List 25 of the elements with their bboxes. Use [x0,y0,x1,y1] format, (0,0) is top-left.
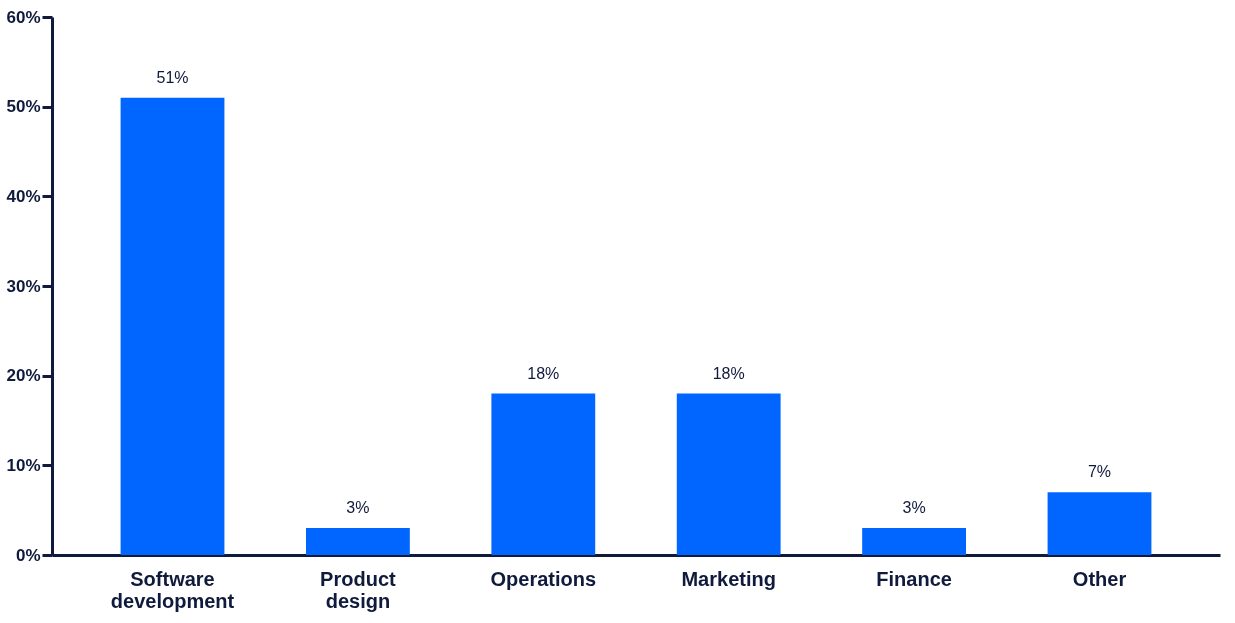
y-tick-label: 40% [6,186,41,206]
x-tick-label: Product design [320,567,397,612]
data-label: 3% [346,499,370,517]
y-tick-label: 10% [6,455,41,475]
y-tick-label: 30% [6,276,41,296]
data-label: 18% [712,364,745,382]
data-label: 7% [1087,463,1112,481]
x-tick-label: Operations [490,567,597,590]
bar [120,97,225,555]
x-tick-label: Marketing [681,567,776,590]
x-tick-label: Software development [110,567,235,612]
bar [676,393,781,555]
y-tick-label: 50% [6,97,41,117]
y-tick-label: 60% [6,7,41,27]
data-label: 3% [902,499,926,517]
bar [491,393,596,555]
data-label: 51% [156,68,189,86]
x-tick-label: Finance [876,567,952,590]
y-tick-label: 0% [15,545,41,565]
x-tick-label: Other [1072,567,1127,590]
data-label: 18% [527,364,560,382]
bar [1047,492,1152,555]
bar [305,528,410,555]
y-tick-label: 20% [6,366,41,386]
bar [862,528,967,555]
